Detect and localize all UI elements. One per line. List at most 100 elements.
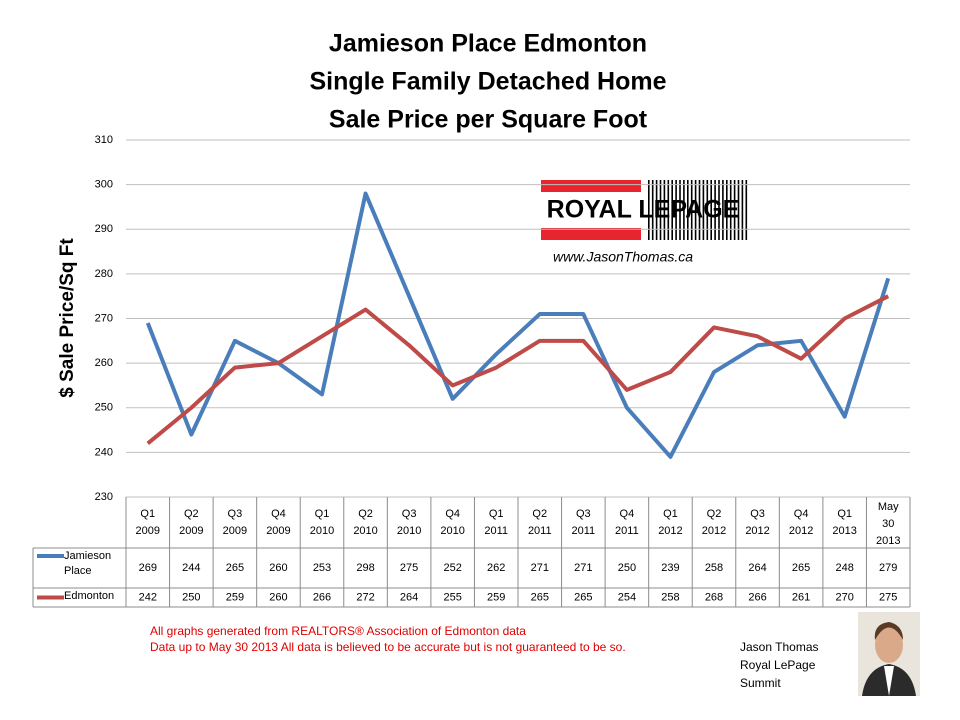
y-tick-label: 230 — [95, 491, 113, 503]
table-value: 258 — [661, 591, 679, 603]
agent-text: Summit — [740, 676, 781, 690]
legend-label-box: Jamieson Place — [64, 550, 111, 577]
photo-face — [875, 627, 903, 663]
y-tick-label: 280 — [95, 268, 113, 280]
photo-hair — [874, 622, 903, 640]
x-tick-label: Q1 — [837, 508, 852, 520]
x-tick-label: Q2 — [707, 508, 722, 520]
agent-text: Royal LePage — [740, 658, 816, 672]
table-value: 275 — [400, 562, 418, 574]
table-value: 260 — [269, 591, 287, 603]
y-tick-label: 300 — [95, 179, 113, 191]
x-tick-label: Q3 — [576, 508, 591, 520]
logo-barcode — [679, 180, 681, 240]
x-tick-label: Q2 — [358, 508, 373, 520]
table-value: 250 — [618, 562, 636, 574]
table-value: 254 — [618, 591, 636, 603]
table-value: 264 — [748, 562, 766, 574]
y-axis-label: $ Sale Price/Sq Ft — [57, 238, 78, 398]
x-tick-label: 2010 — [353, 525, 377, 537]
table-value: 265 — [574, 591, 592, 603]
y-tick-label: 250 — [95, 402, 113, 414]
x-tick-label: 2012 — [745, 525, 769, 537]
logo-barcode — [733, 180, 736, 240]
table-value: 260 — [269, 562, 287, 574]
logo-barcode — [651, 180, 654, 240]
x-tick-label: 2009 — [266, 525, 290, 537]
table-value: 264 — [400, 591, 418, 603]
x-tick-label: Q4 — [794, 508, 809, 520]
footer-note: Data up to May 30 2013 All data is belie… — [150, 640, 626, 654]
x-tick-label: 2013 — [876, 535, 900, 547]
table-value: 248 — [835, 562, 853, 574]
y-tick-label: 310 — [95, 134, 113, 146]
table-value: 275 — [879, 591, 897, 603]
logo-barcode — [706, 180, 709, 240]
x-tick-label: Q1 — [489, 508, 504, 520]
logo-barcode — [655, 180, 658, 240]
table-value: 266 — [748, 591, 766, 603]
x-tick-label: 2009 — [179, 525, 203, 537]
logo-barcode — [737, 180, 740, 240]
table-value: 279 — [879, 562, 897, 574]
x-tick-label: 2013 — [832, 525, 856, 537]
x-tick-label: 2012 — [658, 525, 682, 537]
agent-photo — [858, 612, 920, 696]
logo-barcode — [698, 180, 701, 240]
table-value: 262 — [487, 562, 505, 574]
table-value: 242 — [139, 591, 157, 603]
x-tick-label: Q4 — [271, 508, 286, 520]
chart-title: Sale Price per Square Foot — [329, 106, 648, 134]
y-tick-label: 270 — [95, 312, 113, 324]
x-tick-label: 2011 — [528, 525, 552, 537]
table-value: 265 — [531, 591, 549, 603]
table-value: 261 — [792, 591, 810, 603]
legend-label-box: Edmonton — [64, 590, 114, 602]
x-tick-label: 2010 — [397, 525, 421, 537]
y-tick-label: 240 — [95, 446, 113, 458]
x-tick-label: 2009 — [223, 525, 247, 537]
logo-barcode — [726, 180, 728, 240]
logo-barcode — [683, 180, 685, 240]
table-value: 269 — [139, 562, 157, 574]
logo-barcode — [722, 180, 724, 240]
logo-barcode — [694, 180, 697, 240]
logo-barcode — [714, 180, 716, 240]
logo-barcode — [690, 180, 693, 240]
logo-barcode — [671, 180, 673, 240]
x-tick-label: Q2 — [532, 508, 547, 520]
x-tick-label: Q2 — [184, 508, 199, 520]
table-value: 255 — [443, 591, 461, 603]
table-value: 250 — [182, 591, 200, 603]
x-tick-label: Q4 — [620, 508, 635, 520]
photo-shirt — [884, 666, 894, 696]
logo-barcode — [659, 180, 662, 240]
x-tick-label: 30 — [882, 518, 894, 530]
table-value: 266 — [313, 591, 331, 603]
table-value: 272 — [356, 591, 374, 603]
logo-barcode — [648, 180, 650, 240]
logo-barcode — [702, 180, 705, 240]
table-value: 259 — [487, 591, 505, 603]
x-tick-label: 2012 — [702, 525, 726, 537]
x-tick-label: 2012 — [789, 525, 813, 537]
series-line — [145, 191, 891, 459]
x-tick-label: Q1 — [663, 508, 678, 520]
table-value: 298 — [356, 562, 374, 574]
logo-barcode — [675, 180, 677, 240]
table-value: 259 — [226, 591, 244, 603]
chart-title: Jamieson Place Edmonton — [329, 30, 647, 58]
table-value: 270 — [835, 591, 853, 603]
table-value: 265 — [226, 562, 244, 574]
agent-text: Jason Thomas — [740, 640, 819, 654]
logo-barcode — [729, 180, 732, 240]
footer-note: All graphs generated from REALTORS® Asso… — [150, 624, 526, 638]
x-tick-label: Q3 — [402, 508, 417, 520]
table-value: 268 — [705, 591, 723, 603]
logo-barcode — [667, 180, 670, 240]
x-tick-label: 2011 — [615, 525, 639, 537]
logo-barcode — [718, 180, 720, 240]
table-value: 253 — [313, 562, 331, 574]
logo-bar — [541, 180, 641, 192]
x-tick-label: 2010 — [310, 525, 334, 537]
